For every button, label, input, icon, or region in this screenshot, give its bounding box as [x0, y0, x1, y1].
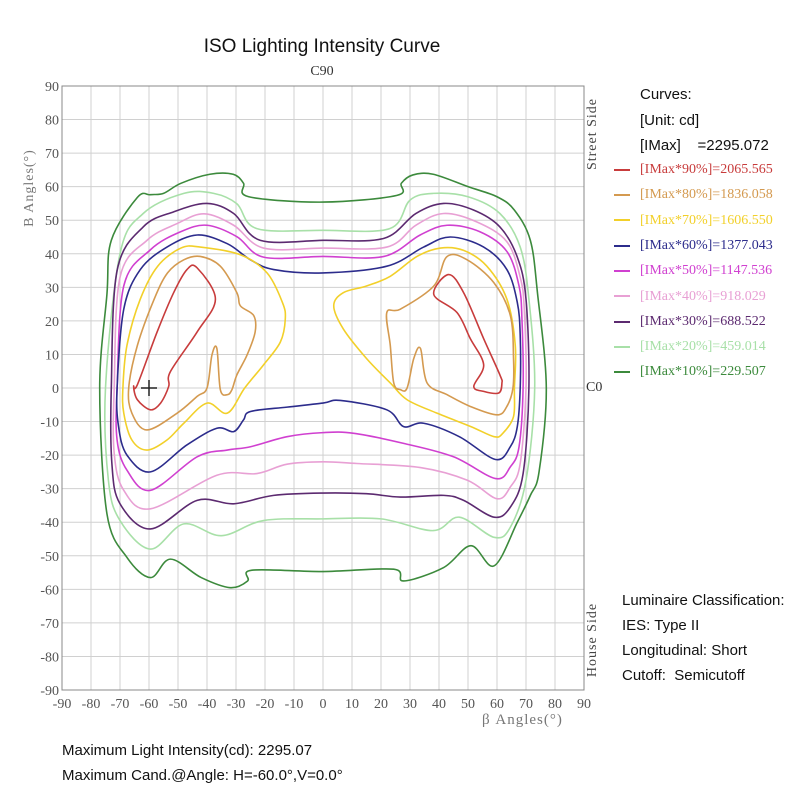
- legend-item: [IMax*10%]=229.507: [614, 364, 766, 380]
- legend-label: [IMax*90%]=2065.565: [640, 162, 773, 177]
- x-tick-label: -80: [82, 697, 101, 712]
- contour-line: [132, 264, 217, 411]
- c90-label: C90: [310, 64, 334, 79]
- legend-swatch: [614, 345, 630, 348]
- x-tick-label: -10: [285, 697, 304, 712]
- y-tick-label: -10: [40, 416, 59, 431]
- legend-swatch: [614, 269, 630, 272]
- legend-label: [IMax*70%]=1606.550: [640, 212, 773, 228]
- x-tick-label: -60: [140, 697, 159, 712]
- legend-label: [IMax*60%]=1377.043: [640, 237, 773, 253]
- contour-line: [332, 246, 517, 438]
- legend-label: [IMax*50%]=1147.536: [640, 263, 773, 279]
- y-tick-label: 90: [45, 80, 59, 95]
- chart-title: ISO Lighting Intensity Curve: [203, 36, 441, 57]
- x-tick-label: 50: [461, 697, 475, 712]
- x-tick-label: -30: [227, 697, 246, 712]
- y-tick-label: -90: [40, 684, 59, 699]
- legend-imax: [IMax] =2295.072: [640, 137, 769, 154]
- y-tick-label: 50: [45, 214, 59, 229]
- c0-label: C0: [586, 380, 603, 395]
- x-tick-label: 30: [403, 697, 417, 712]
- y-tick-label: 20: [45, 315, 59, 330]
- x-tick-label: -20: [256, 697, 275, 712]
- legend-label: [IMax*10%]=229.507: [640, 364, 766, 380]
- classification-cutoff: Cutoff: Semicutoff: [622, 667, 745, 684]
- x-tick-label: 60: [490, 697, 504, 712]
- legend-swatch: [614, 219, 630, 222]
- classification-ies: IES: Type II: [622, 617, 700, 634]
- legend-item: [IMax*70%]=1606.550: [614, 213, 773, 229]
- x-tick-label: 0: [320, 697, 327, 712]
- x-tick-label: 20: [374, 697, 388, 712]
- x-tick-label: 40: [432, 697, 446, 712]
- max-angle-text: Maximum Cand.@Angle: H=-60.0°,V=0.0°: [62, 767, 343, 784]
- legend-item: [IMax*30%]=688.522: [614, 314, 766, 330]
- plot-frame: [61, 85, 585, 691]
- y-tick-label: -20: [40, 449, 59, 464]
- legend-item: [IMax*20%]=459.014: [614, 339, 766, 355]
- legend-label: [IMax*20%]=459.014: [640, 339, 766, 355]
- contour-line: [109, 202, 530, 530]
- legend-item: [IMax*80%]=1836.058: [614, 187, 773, 203]
- y-tick-label: 0: [52, 382, 59, 397]
- contour-line: [115, 234, 522, 473]
- y-tick-label: -80: [40, 650, 59, 665]
- y-tick-label: 70: [45, 147, 59, 162]
- legend-swatch: [614, 168, 630, 171]
- max-intensity-text: Maximum Light Intensity(cd): 2295.07: [62, 742, 313, 759]
- classification-heading: Luminaire Classification:: [622, 592, 785, 609]
- contour-line: [115, 224, 525, 492]
- contour-line: [98, 172, 548, 589]
- legend-item: [IMax*50%]=1147.536: [614, 263, 772, 279]
- y-tick-label: 80: [45, 114, 59, 129]
- contour-line: [112, 212, 527, 510]
- x-tick-label: 90: [577, 697, 591, 712]
- y-tick-label: 60: [45, 181, 59, 196]
- contour-line: [104, 190, 536, 550]
- legend-swatch: [614, 244, 630, 247]
- legend-item: [IMax*90%]=2065.565: [614, 162, 773, 178]
- legend-label: [IMax*40%]=918.029: [640, 288, 766, 304]
- contour-line: [121, 245, 287, 451]
- legend-item: [IMax*60%]=1377.043: [614, 238, 773, 254]
- y-tick-label: 30: [45, 281, 59, 296]
- legend-item: [IMax*40%]=918.029: [614, 289, 766, 305]
- contour-line: [432, 273, 503, 395]
- y-tick-label: -40: [40, 516, 59, 531]
- contour-line: [385, 253, 515, 416]
- legend-swatch: [614, 295, 630, 298]
- y-tick-label: -70: [40, 617, 59, 632]
- x-tick-label: -90: [53, 697, 72, 712]
- legend-swatch: [614, 371, 630, 374]
- y-tick-label: 40: [45, 248, 59, 263]
- x-tick-label: 70: [519, 697, 533, 712]
- legend-unit: [Unit: cd]: [640, 112, 700, 129]
- y-tick-label: -60: [40, 583, 59, 598]
- x-tick-label: 10: [345, 697, 359, 712]
- legend-label: [IMax*30%]=688.522: [640, 313, 766, 329]
- x-tick-label: -50: [169, 697, 188, 712]
- legend-heading: Curves:: [640, 86, 692, 103]
- classification-longitudinal: Longitudinal: Short: [622, 642, 748, 659]
- x-tick-label: -70: [111, 697, 130, 712]
- x-tick-label: 80: [548, 697, 562, 712]
- y-tick-label: -30: [40, 483, 59, 498]
- legend-swatch: [614, 194, 630, 197]
- legend-swatch: [614, 320, 630, 323]
- max-intensity-marker: [141, 380, 157, 396]
- x-axis-label: β Angles(°): [482, 712, 563, 728]
- y-tick-label: 10: [45, 348, 59, 363]
- legend-label: [IMax*80%]=1836.058: [640, 187, 773, 203]
- y-tick-label: -50: [40, 550, 59, 565]
- x-tick-label: -40: [198, 697, 217, 712]
- contour-line: [127, 255, 257, 431]
